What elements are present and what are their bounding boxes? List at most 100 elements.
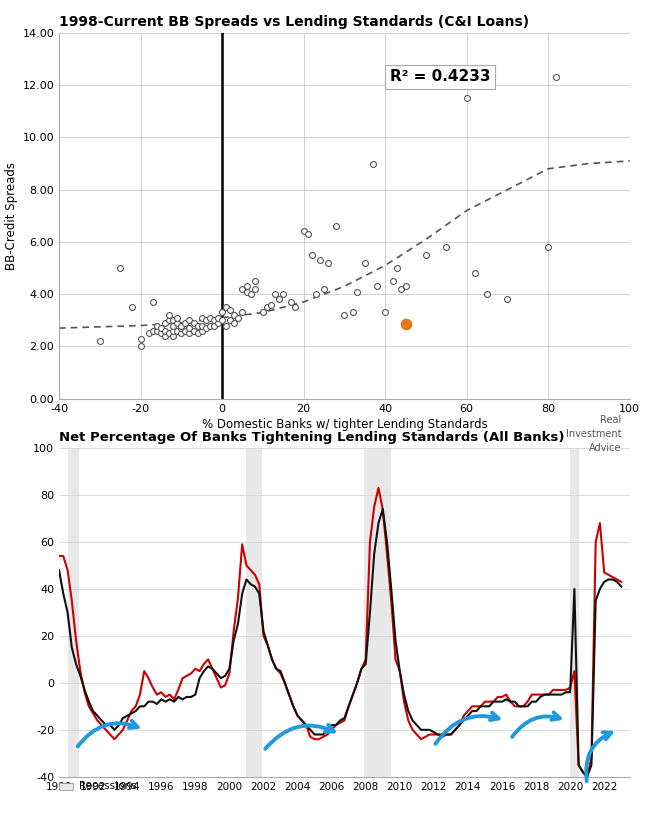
Point	[205, 311, 215, 324]
Point	[135, 332, 146, 345]
Point	[352, 285, 362, 298]
Point	[164, 308, 174, 321]
Point	[168, 324, 178, 337]
Point	[270, 288, 280, 301]
Point	[482, 288, 492, 301]
Point	[502, 293, 513, 306]
Y-axis label: BB-Credit Spreads: BB-Credit Spreads	[5, 162, 18, 270]
Legend: 1998- Present, Current, Poly. (1998- Present): 1998- Present, Current, Poly. (1998- Pre…	[189, 452, 500, 470]
Point	[152, 319, 162, 332]
Point	[241, 285, 252, 298]
Point	[164, 327, 174, 340]
Point	[197, 324, 207, 337]
Text: Real
Investment
Advice: Real Investment Advice	[565, 415, 621, 453]
Point	[217, 306, 228, 319]
Text: Net Percentage Of Banks Tightening Lending Standards (All Banks): Net Percentage Of Banks Tightening Lendi…	[59, 431, 565, 444]
Point	[176, 321, 186, 335]
Point	[298, 225, 309, 238]
Point	[172, 324, 182, 337]
Point	[160, 330, 171, 343]
Point	[225, 314, 236, 327]
Point	[286, 295, 297, 308]
Point	[180, 316, 191, 330]
Point	[470, 266, 480, 279]
Point	[168, 319, 178, 332]
Point	[172, 311, 182, 324]
Point	[266, 298, 276, 312]
Point	[278, 288, 289, 301]
Point	[461, 91, 472, 104]
Point	[400, 279, 411, 293]
Point	[221, 319, 232, 332]
Point	[213, 311, 223, 324]
Point	[400, 317, 411, 330]
Point	[188, 316, 199, 330]
Point	[201, 321, 211, 335]
Point	[331, 219, 342, 233]
Point	[229, 308, 239, 321]
Point	[392, 261, 403, 275]
Point	[135, 339, 146, 353]
Point	[188, 324, 199, 337]
Point	[249, 275, 260, 288]
Point	[155, 321, 166, 335]
Point	[209, 319, 219, 332]
X-axis label: % Domestic Banks w/ tighter Lending Standards: % Domestic Banks w/ tighter Lending Stan…	[201, 418, 487, 431]
Point	[339, 308, 350, 321]
Point	[311, 288, 321, 301]
Point	[197, 311, 207, 324]
Point	[192, 319, 203, 332]
Point	[420, 248, 431, 261]
Point	[180, 324, 191, 337]
Point	[543, 241, 554, 254]
Point	[197, 319, 207, 332]
Point	[168, 314, 178, 327]
Point	[290, 301, 300, 314]
Point	[176, 319, 186, 332]
Point	[245, 288, 256, 301]
Point	[241, 279, 252, 293]
Point	[94, 335, 105, 348]
Point	[184, 327, 195, 340]
Point	[221, 301, 232, 314]
Point	[160, 324, 171, 337]
Point	[306, 248, 317, 261]
Point	[229, 316, 239, 330]
Point	[359, 256, 370, 270]
Point	[192, 327, 203, 340]
Point	[127, 301, 138, 314]
Point	[184, 314, 195, 327]
Text: R² = 0.4233: R² = 0.4233	[390, 69, 491, 85]
Point	[115, 261, 125, 275]
Point	[315, 254, 325, 267]
Point	[168, 330, 178, 343]
Point	[274, 293, 285, 306]
Point	[368, 157, 379, 170]
Point	[164, 314, 174, 327]
Point	[144, 327, 154, 340]
Point	[155, 327, 166, 340]
Point	[249, 282, 260, 295]
Point	[302, 228, 313, 241]
Point	[201, 314, 211, 327]
Point	[184, 321, 195, 335]
Point	[205, 319, 215, 332]
Point	[441, 241, 451, 254]
Point	[225, 303, 236, 316]
Point	[372, 279, 382, 293]
Bar	[68, 448, 79, 777]
Point	[258, 306, 268, 319]
Bar	[247, 448, 262, 777]
Bar	[364, 448, 391, 777]
Point	[319, 282, 329, 295]
Bar	[570, 448, 579, 777]
Text: Recessions: Recessions	[79, 781, 137, 792]
Point	[551, 71, 562, 84]
Point	[160, 316, 171, 330]
Point	[213, 316, 223, 330]
Point	[152, 324, 162, 337]
Point	[172, 316, 182, 330]
Point	[347, 306, 358, 319]
Point	[262, 301, 272, 314]
Text: 1998-Current BB Spreads vs Lending Standards (C&I Loans): 1998-Current BB Spreads vs Lending Stand…	[59, 15, 529, 29]
